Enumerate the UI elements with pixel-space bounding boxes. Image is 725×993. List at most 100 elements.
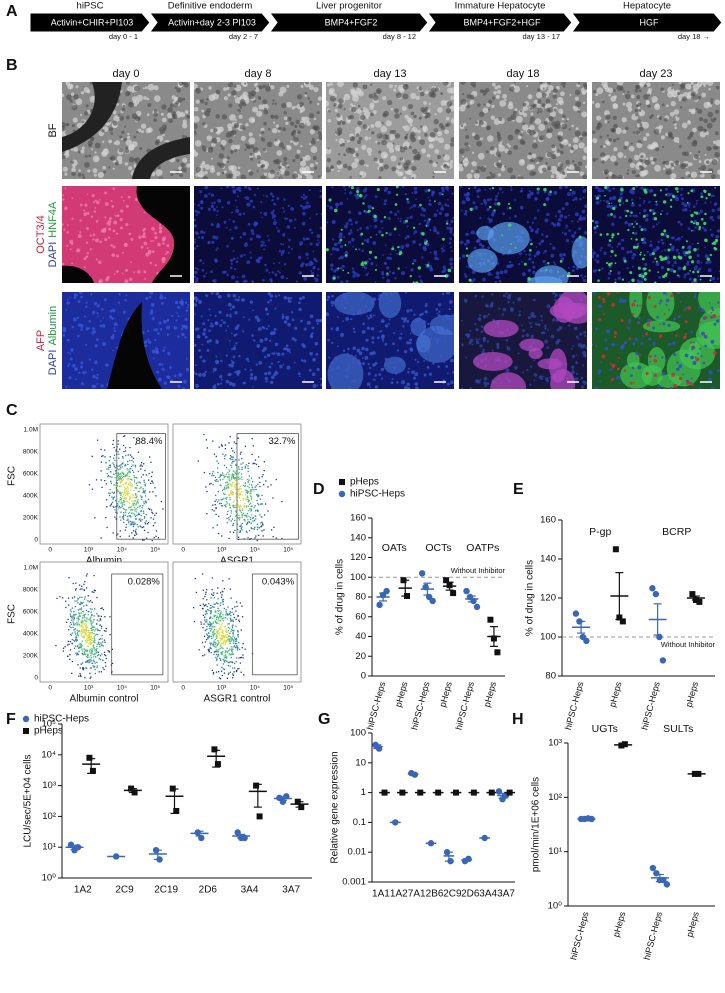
event [138,481,140,483]
event [119,485,121,488]
cell [581,209,586,214]
event [113,484,115,486]
cell [289,351,291,354]
cell [262,148,267,152]
cell [703,228,707,232]
cell [319,189,322,193]
cell [419,139,426,146]
cell [382,292,387,295]
stage-media: Activin+CHIR+PI103 [51,17,134,27]
cell [180,298,183,301]
cell [488,205,492,209]
cell [160,112,164,116]
event [113,491,116,493]
event [263,461,266,463]
cell [447,189,449,192]
cell [195,214,198,217]
cell [437,131,443,137]
cell [326,221,329,224]
cell [253,222,257,227]
cell [401,380,405,385]
cell [244,82,247,85]
cell [92,155,100,163]
cell [238,114,243,119]
cell [404,136,408,140]
cell [635,351,639,356]
row-label: AFP [35,330,47,351]
cell [62,262,65,266]
cell [444,270,446,273]
cell [388,84,393,89]
cell [334,108,339,113]
event [119,492,122,494]
cell [477,152,485,160]
cell [70,92,75,96]
cell [351,162,358,169]
cell [104,216,107,219]
cell [514,198,517,202]
cell [469,329,472,332]
cell [403,317,408,321]
cell [495,195,499,198]
cell [212,371,215,373]
cell [606,329,611,333]
cell [617,174,623,179]
cell [173,374,177,378]
cell [495,271,500,276]
event [113,506,115,508]
cell [627,107,633,112]
cell [397,162,401,166]
cell [361,261,364,264]
cell [459,166,464,172]
cell [531,260,535,264]
cell [77,300,81,304]
event [107,475,110,477]
cell [232,250,235,253]
cell [629,250,633,254]
cell [539,156,544,160]
cell [230,359,233,362]
cell [347,210,352,214]
event [129,481,132,483]
cell [337,240,341,245]
cell [421,148,427,154]
cell [506,207,509,210]
cell [281,317,284,320]
cell [409,274,413,278]
cell [606,154,611,159]
cell [680,188,684,191]
cell [220,378,223,381]
cell [256,187,259,190]
cell [442,154,445,157]
cell [249,376,254,380]
cell [134,116,141,122]
cell [667,136,670,139]
cell [438,191,443,196]
cell [693,341,696,344]
cell [664,313,666,316]
cell [510,114,517,121]
cell [464,145,471,152]
cell [672,255,677,260]
cell [242,91,248,97]
cell [125,204,129,208]
cell [660,265,665,270]
cell [368,137,372,140]
cell [622,90,626,93]
cell [303,379,306,381]
cell [239,236,242,239]
event [106,499,108,501]
cell [249,251,252,254]
cell [468,278,472,282]
cell [523,262,527,266]
event [114,459,116,462]
cell [384,324,389,328]
cell [360,232,364,236]
cell [703,334,706,337]
cell [697,150,701,153]
cell [572,159,575,163]
cell [580,385,585,389]
event [118,501,120,503]
cell [226,86,230,90]
cell [240,107,243,110]
